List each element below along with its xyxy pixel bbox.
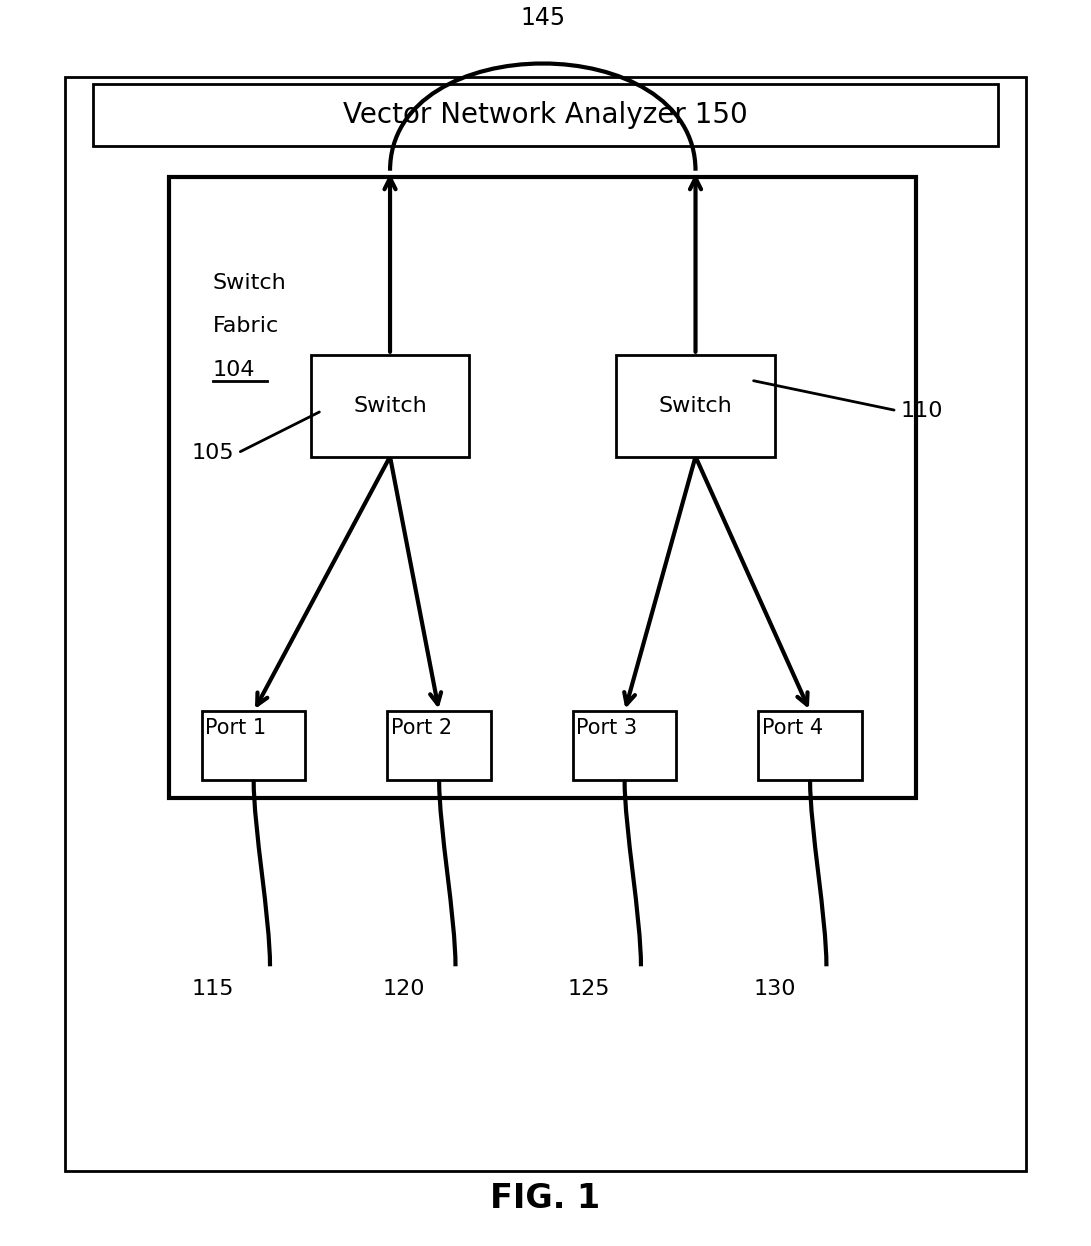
Text: Port 4: Port 4 xyxy=(762,718,823,738)
Text: 105: 105 xyxy=(192,442,235,464)
Bar xyxy=(387,711,491,780)
Bar xyxy=(93,83,998,146)
Text: 120: 120 xyxy=(383,978,424,999)
Bar xyxy=(169,177,916,799)
Text: Vector Network Analyzer 150: Vector Network Analyzer 150 xyxy=(344,101,747,128)
Bar xyxy=(202,711,305,780)
Text: Port 2: Port 2 xyxy=(391,718,452,738)
Text: 104: 104 xyxy=(213,360,255,380)
Bar xyxy=(311,355,469,456)
Bar xyxy=(758,711,862,780)
Text: 145: 145 xyxy=(520,6,565,30)
Text: 115: 115 xyxy=(192,978,233,999)
Text: Switch: Switch xyxy=(213,273,287,293)
Text: 125: 125 xyxy=(568,978,610,999)
Text: 130: 130 xyxy=(754,978,795,999)
Text: Switch: Switch xyxy=(659,396,732,416)
Text: Port 3: Port 3 xyxy=(576,718,637,738)
Text: Fabric: Fabric xyxy=(213,316,279,336)
Text: 110: 110 xyxy=(900,401,943,421)
Text: Switch: Switch xyxy=(353,396,427,416)
Bar xyxy=(65,77,1026,1171)
Text: FIG. 1: FIG. 1 xyxy=(491,1182,600,1215)
Text: Port 1: Port 1 xyxy=(205,718,266,738)
Bar xyxy=(573,711,676,780)
Bar xyxy=(616,355,775,456)
